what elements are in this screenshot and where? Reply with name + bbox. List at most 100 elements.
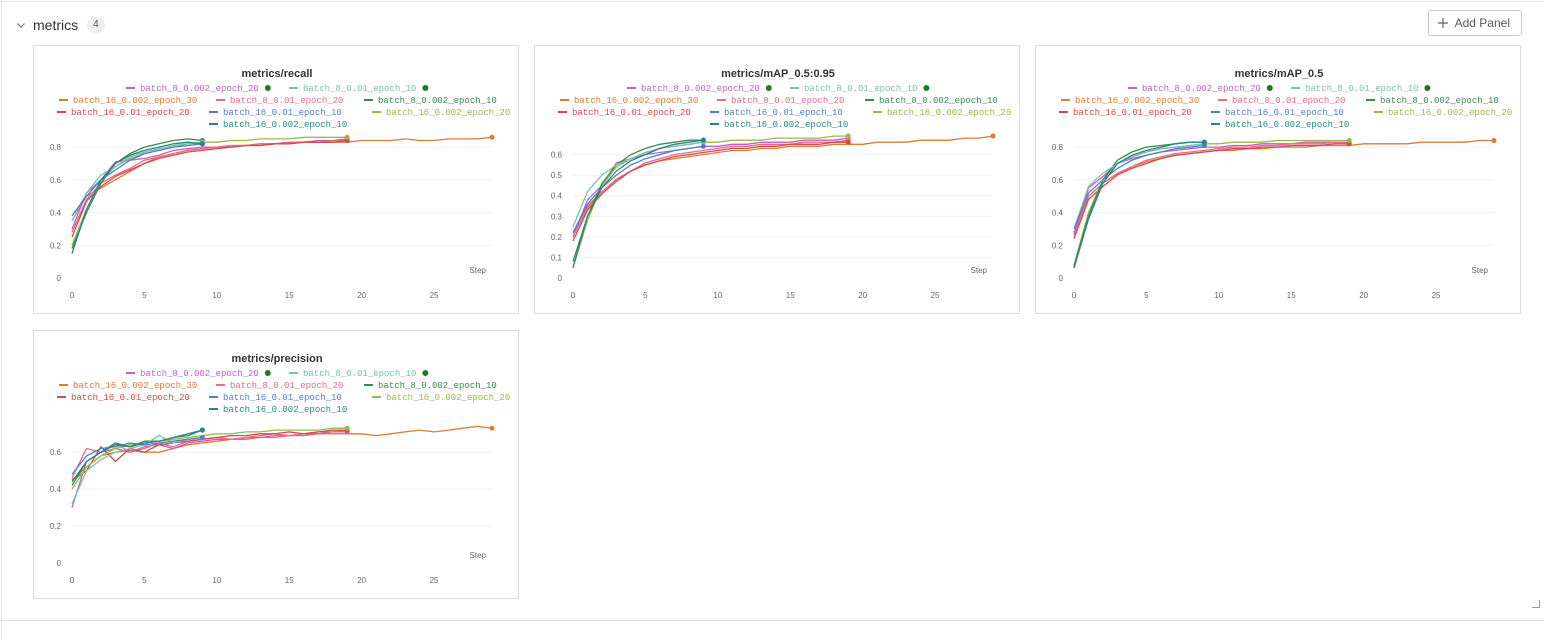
series-line-batch-16-0-002-epoch-20[interactable] (71, 136, 348, 246)
legend-label-batch-8-0-01-epoch-10[interactable]: batch_8_0.01_epoch_10 (303, 84, 416, 94)
series-line-batch-8-0-01-epoch-20[interactable] (572, 139, 849, 238)
resize-handle[interactable] (1532, 600, 1540, 608)
legend-label-batch-8-0-01-epoch-20[interactable]: batch_8_0.01_epoch_20 (230, 96, 343, 106)
legend-label-batch-8-0-002-epoch-10[interactable]: batch_8_0.002_epoch_10 (378, 96, 497, 106)
x-tick-label: 5 (142, 291, 147, 300)
legend-label-batch-8-0-01-epoch-10[interactable]: batch_8_0.01_epoch_10 (303, 369, 416, 379)
legend-label-batch-16-0-002-epoch-20[interactable]: batch_16_0.002_epoch_20 (1388, 108, 1512, 118)
series-line-batch-8-0-002-epoch-20[interactable] (71, 431, 348, 508)
legend-label-batch-8-0-002-epoch-20[interactable]: batch_8_0.002_epoch_20 (1142, 84, 1261, 94)
legend-label-batch-8-0-01-epoch-10[interactable]: batch_8_0.01_epoch_10 (804, 84, 917, 94)
legend-label-batch-8-0-002-epoch-20[interactable]: batch_8_0.002_epoch_20 (140, 84, 259, 94)
series-line-batch-16-0-002-epoch-30[interactable] (572, 135, 994, 234)
y-tick-label: 0.3 (551, 212, 563, 221)
series-line-batch-16-0-002-epoch-20[interactable] (71, 427, 348, 490)
y-tick-label: 0.2 (551, 233, 563, 242)
series-line-batch-8-0-01-epoch-10[interactable] (71, 141, 203, 222)
legend-label-batch-16-0-01-epoch-10[interactable]: batch_16_0.01_epoch_10 (1225, 108, 1344, 118)
series-line-batch-8-0-002-epoch-20[interactable] (572, 137, 849, 238)
legend-label-batch-16-0-01-epoch-10[interactable]: batch_16_0.01_epoch_10 (724, 108, 843, 118)
panel-metrics-recall[interactable]: metrics/recall batch_8_0.002_epoch_20 batc… (33, 45, 519, 314)
series-line-batch-8-0-01-epoch-20[interactable] (71, 139, 348, 233)
legend-label-batch-8-0-002-epoch-20[interactable]: batch_8_0.002_epoch_20 (641, 84, 760, 94)
series-line-batch-16-0-01-epoch-20[interactable] (572, 141, 849, 242)
chart-title: metrics/mAP_0.5 (1235, 68, 1324, 80)
series-line-batch-16-0-002-epoch-30[interactable] (1073, 139, 1494, 233)
series-line-batch-8-0-01-epoch-20[interactable] (1073, 141, 1350, 236)
series-line-batch-16-0-01-epoch-10[interactable] (1073, 144, 1205, 230)
legend-label-batch-16-0-002-epoch-20[interactable]: batch_16_0.002_epoch_20 (386, 108, 510, 118)
y-tick-label: 0 (558, 274, 563, 283)
legend-status-dot (765, 85, 772, 91)
series-line-batch-16-0-01-epoch-20[interactable] (1073, 143, 1350, 239)
series-line-batch-16-0-002-epoch-30[interactable] (71, 136, 493, 222)
series-line-batch-8-0-002-epoch-10[interactable] (71, 138, 203, 249)
panel-metrics-precision[interactable]: metrics/precision batch_8_0.002_epoch_20 b… (33, 330, 519, 599)
legend-label-batch-8-0-002-epoch-10[interactable]: batch_8_0.002_epoch_10 (378, 381, 497, 391)
series-line-batch-16-0-01-epoch-20[interactable] (71, 139, 348, 238)
x-tick-label: 5 (643, 291, 648, 300)
legend-label-batch-16-0-01-epoch-20[interactable]: batch_16_0.01_epoch_20 (71, 108, 190, 118)
series-line-batch-16-0-002-epoch-20[interactable] (572, 135, 849, 268)
legend-label-batch-8-0-002-epoch-10[interactable]: batch_8_0.002_epoch_10 (1380, 96, 1499, 106)
legend-label-batch-16-0-01-epoch-10[interactable]: batch_16_0.01_epoch_10 (223, 108, 342, 118)
series-endpoint-batch-16-0-01-epoch-10 (199, 434, 205, 440)
series-line-batch-16-0-002-epoch-10[interactable] (71, 141, 203, 254)
series-line-batch-8-0-002-epoch-10[interactable] (1073, 141, 1205, 267)
x-tick-label: 20 (1359, 291, 1368, 300)
legend-label-batch-16-0-002-epoch-20[interactable]: batch_16_0.002_epoch_20 (887, 108, 1011, 118)
legend-label-batch-16-0-01-epoch-20[interactable]: batch_16_0.01_epoch_20 (71, 393, 190, 403)
x-tick-label: 0 (70, 291, 75, 300)
series-line-batch-8-0-01-epoch-10[interactable] (572, 141, 704, 227)
series-endpoint-batch-16-0-002-epoch-20 (845, 133, 851, 139)
series-line-batch-16-0-01-epoch-10[interactable] (71, 436, 203, 475)
series-line-batch-8-0-002-epoch-20[interactable] (71, 138, 348, 230)
legend-label-batch-16-0-002-epoch-30[interactable]: batch_16_0.002_epoch_30 (73, 381, 197, 391)
panel-metrics-map-0.5[interactable]: metrics/mAP_0.5 batch_8_0.002_epoch_20 bat… (1035, 45, 1521, 314)
series-line-batch-16-0-002-epoch-20[interactable] (1073, 139, 1350, 266)
plus-icon (1437, 17, 1449, 29)
series-line-batch-8-0-01-epoch-10[interactable] (71, 434, 203, 505)
legend-label-batch-16-0-002-epoch-10[interactable]: batch_16_0.002_epoch_10 (1225, 120, 1349, 130)
legend-label-batch-8-0-01-epoch-20[interactable]: batch_8_0.01_epoch_20 (230, 381, 343, 391)
legend-label-batch-16-0-002-epoch-30[interactable]: batch_16_0.002_epoch_30 (574, 96, 698, 106)
series-line-batch-16-0-01-epoch-10[interactable] (71, 143, 203, 217)
legend-label-batch-16-0-01-epoch-10[interactable]: batch_16_0.01_epoch_10 (223, 393, 342, 403)
series-line-batch-8-0-01-epoch-20[interactable] (71, 429, 348, 479)
legend-label-batch-16-0-01-epoch-20[interactable]: batch_16_0.01_epoch_20 (1073, 108, 1192, 118)
series-line-batch-16-0-002-epoch-10[interactable] (71, 429, 203, 483)
legend-label-batch-8-0-002-epoch-20[interactable]: batch_8_0.002_epoch_20 (140, 369, 259, 379)
legend-label-batch-16-0-002-epoch-10[interactable]: batch_16_0.002_epoch_10 (223, 405, 347, 415)
series-line-batch-8-0-002-epoch-10[interactable] (572, 139, 704, 268)
x-tick-label: 25 (430, 576, 439, 585)
series-line-batch-8-0-01-epoch-10[interactable] (1073, 143, 1205, 230)
legend-label-batch-16-0-002-epoch-10[interactable]: batch_16_0.002_epoch_10 (223, 120, 347, 130)
series-line-batch-16-0-01-epoch-20[interactable] (71, 429, 348, 481)
legend-label-batch-8-0-002-epoch-10[interactable]: batch_8_0.002_epoch_10 (879, 96, 998, 106)
x-tick-label: 20 (357, 291, 366, 300)
legend-label-batch-16-0-002-epoch-20[interactable]: batch_16_0.002_epoch_20 (386, 393, 510, 403)
series-line-batch-16-0-002-epoch-10[interactable] (572, 139, 704, 262)
x-tick-label: 25 (430, 291, 439, 300)
legend-label-batch-8-0-01-epoch-20[interactable]: batch_8_0.01_epoch_20 (1232, 96, 1345, 106)
series-line-batch-8-0-002-epoch-20[interactable] (1073, 141, 1350, 234)
legend-label-batch-16-0-002-epoch-30[interactable]: batch_16_0.002_epoch_30 (1075, 96, 1199, 106)
series-endpoint-batch-16-0-002-epoch-20 (344, 425, 350, 431)
y-tick-label: 0.4 (1052, 209, 1064, 218)
legend-label-batch-8-0-01-epoch-10[interactable]: batch_8_0.01_epoch_10 (1305, 84, 1418, 94)
chevron-down-icon[interactable] (14, 18, 28, 32)
left-divider (1, 0, 2, 640)
legend-status-dot (264, 370, 271, 376)
add-panel-button[interactable]: Add Panel (1427, 10, 1522, 36)
y-tick-label: 0.2 (1052, 241, 1064, 250)
series-line-batch-16-0-002-epoch-10[interactable] (1073, 141, 1205, 269)
legend-label-batch-16-0-002-epoch-10[interactable]: batch_16_0.002_epoch_10 (724, 120, 848, 130)
section-title[interactable]: metrics (33, 17, 79, 33)
legend-label-batch-16-0-002-epoch-30[interactable]: batch_16_0.002_epoch_30 (73, 96, 197, 106)
panel-metrics-map-0.5-0.95[interactable]: metrics/mAP_0.5:0.95 batch_8_0.002_epoch_… (534, 45, 1020, 314)
legend-label-batch-16-0-01-epoch-20[interactable]: batch_16_0.01_epoch_20 (572, 108, 691, 118)
series-line-batch-16-0-01-epoch-10[interactable] (572, 145, 704, 233)
legend-label-batch-8-0-01-epoch-20[interactable]: batch_8_0.01_epoch_20 (731, 96, 844, 106)
